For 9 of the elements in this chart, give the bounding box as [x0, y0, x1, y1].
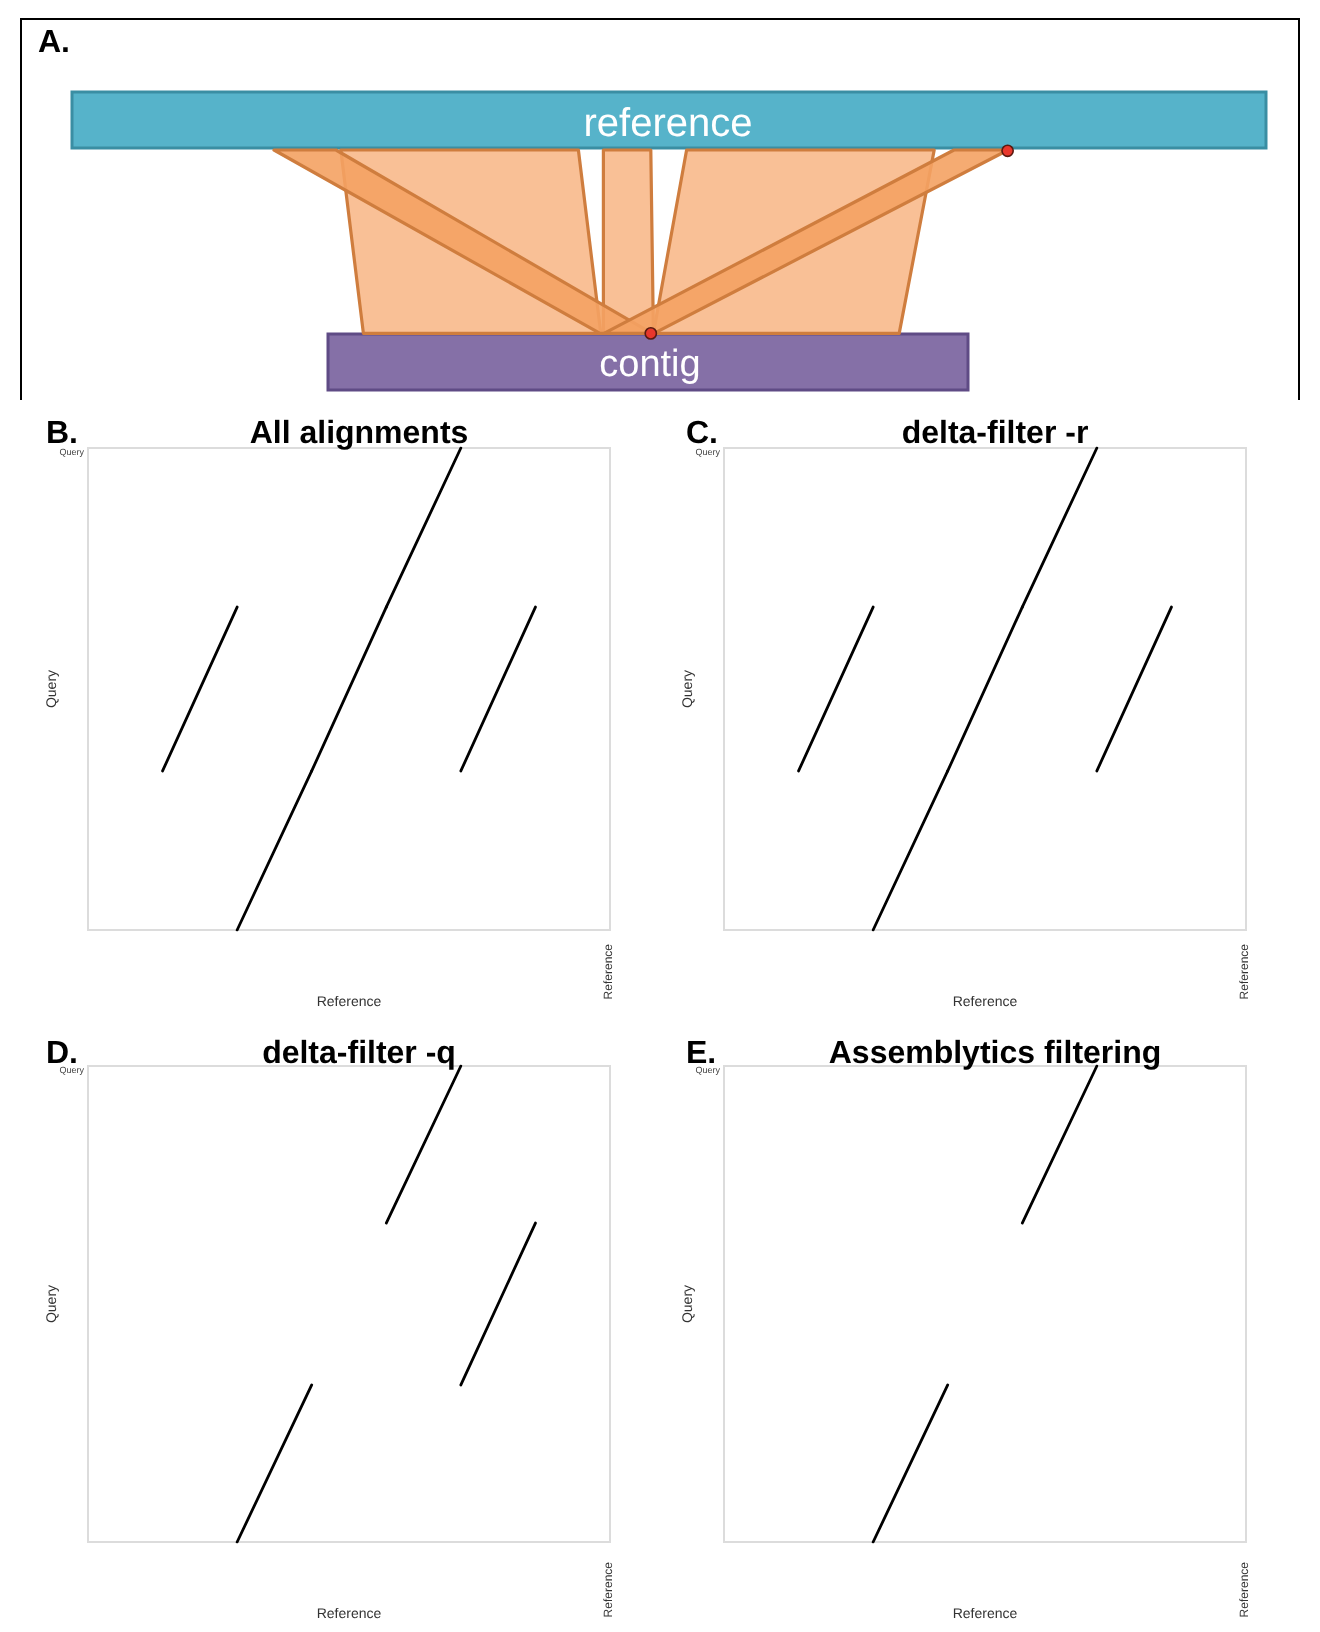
chart-title: delta-filter -r	[901, 417, 1089, 451]
chart-title: delta-filter -q	[262, 1037, 456, 1071]
chart-title: All alignments	[249, 417, 469, 451]
text: contig	[599, 344, 701, 386]
text: C.	[686, 417, 718, 451]
text: reference	[583, 102, 753, 146]
chart-title: Assemblytics filtering	[828, 1037, 1162, 1071]
text: B.	[46, 417, 78, 451]
text: A.	[38, 26, 70, 60]
